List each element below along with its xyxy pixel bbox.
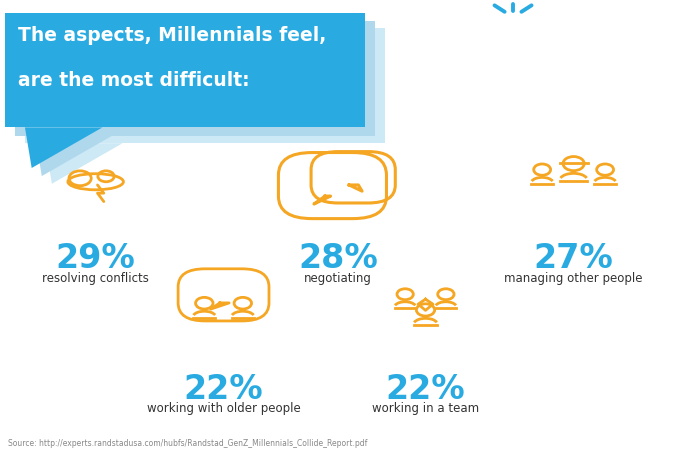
Text: 22%: 22% xyxy=(386,373,465,406)
Text: resolving conflicts: resolving conflicts xyxy=(42,271,149,284)
Text: 27%: 27% xyxy=(534,242,614,275)
FancyBboxPatch shape xyxy=(5,13,365,127)
Polygon shape xyxy=(349,185,362,191)
Polygon shape xyxy=(45,143,122,184)
Polygon shape xyxy=(211,303,229,309)
Text: managing other people: managing other people xyxy=(504,271,643,284)
Text: 29%: 29% xyxy=(55,242,135,275)
FancyBboxPatch shape xyxy=(25,29,385,143)
Polygon shape xyxy=(314,196,331,204)
Text: Source: http://experts.randstadusa.com/hubfs/Randstad_GenZ_Millennials_Collide_R: Source: http://experts.randstadusa.com/h… xyxy=(8,439,368,448)
Polygon shape xyxy=(25,127,102,168)
Text: working with older people: working with older people xyxy=(147,402,300,415)
FancyBboxPatch shape xyxy=(15,21,375,135)
Text: are the most difficult:: are the most difficult: xyxy=(18,71,250,90)
Polygon shape xyxy=(35,135,112,176)
Text: working in a team: working in a team xyxy=(372,402,479,415)
Text: 28%: 28% xyxy=(298,242,378,275)
Text: negotiating: negotiating xyxy=(304,271,372,284)
Text: 22%: 22% xyxy=(184,373,264,406)
Text: The aspects, Millennials feel,: The aspects, Millennials feel, xyxy=(18,26,327,45)
